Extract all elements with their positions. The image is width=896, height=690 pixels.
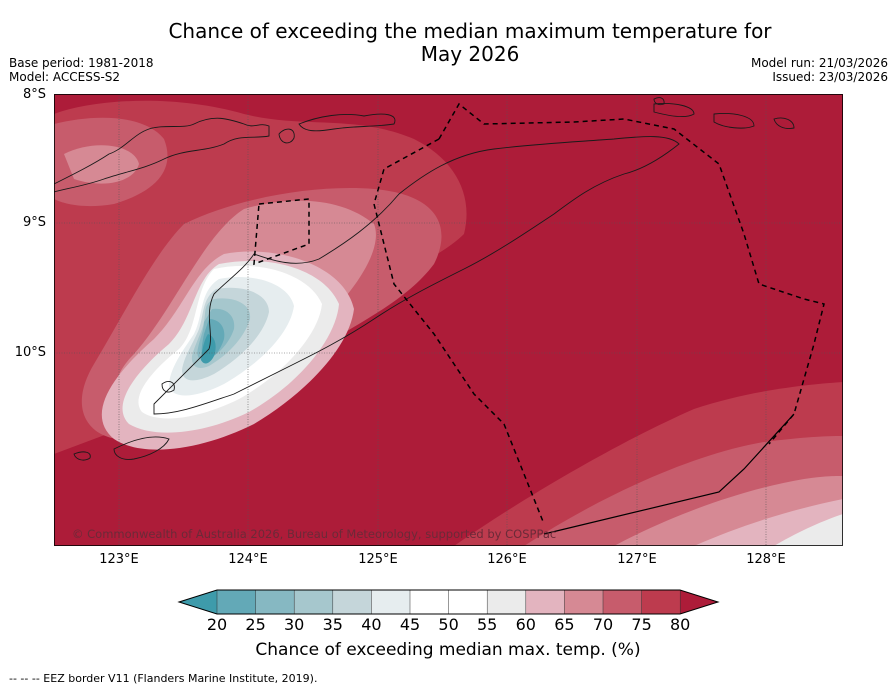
colorbar-tick-label: 75 [631,615,652,634]
colorbar-tick-label: 65 [554,615,575,634]
flores-coast [54,117,270,193]
map-credit: © Commonwealth of Australia 2026, Bureau… [72,527,556,541]
colorbar-tick-label: 20 [206,615,228,634]
map-frame [54,94,843,546]
lon-label-127e: 127°E [617,552,657,567]
lon-label-128e: 128°E [746,552,786,567]
colorbar-segment [448,590,488,614]
map-title-line2: May 2026 [420,42,520,66]
colorbar-segment [487,590,527,614]
model-run-text: Model run: 21/03/2026 [750,56,888,70]
rote-coast [113,436,170,460]
colorbar-segment [179,590,217,614]
lon-label-126e: 126°E [487,552,527,567]
pantar-coast [278,128,295,144]
graticule [54,94,843,546]
eez-borders [253,102,825,525]
alor-coast [298,113,396,132]
contour-20 [201,334,216,364]
kisar-coast [653,97,665,106]
eez-oecusse [253,198,310,266]
colorbar-segments [179,590,718,614]
east-islands-coast [713,113,795,129]
colorbar-tick-label: 35 [322,615,343,634]
lon-label-123e: 123°E [99,552,139,567]
eez-south [373,203,545,525]
eez-north [438,102,825,445]
colorbar-segment [680,590,718,614]
colorbar-segment [294,590,334,614]
colorbar-tick-label: 40 [361,615,382,634]
wetar-coast [653,103,695,118]
colorbar-tick-label: 45 [399,615,421,634]
timor-coast [153,136,680,415]
colorbar-segment [525,590,565,614]
colorbar-segment [641,590,681,614]
lat-label-10s: 10°S [14,345,46,360]
colorbar-tick-label: 30 [284,615,305,634]
eez-legend-footnote: -- -- -- EEZ border V11 (Flanders Marine… [9,672,318,685]
colorbar-segment [371,590,411,614]
colorbar-segment [410,590,449,614]
se-boundary-line [543,413,795,535]
colorbar-segment [564,590,604,614]
base-period-text: Base period: 1981-2018 [9,56,154,70]
model-text: Model: ACCESS-S2 [9,70,121,84]
lat-label-8s: 8°S [22,87,46,102]
colorbar-tick-label: 55 [477,615,498,634]
colorbar-segment [217,590,256,614]
lat-label-9s: 9°S [22,215,46,230]
colorbar-tick-label: 60 [515,615,536,634]
colorbar-tick-label: 50 [438,615,459,634]
probability-map: © Commonwealth of Australia 2026, Bureau… [54,94,843,546]
colorbar-segment [332,590,372,614]
colorbar-tick-label: 80 [670,615,691,634]
map-title-line1: Chance of exceeding the median maximum t… [168,19,772,43]
semau-coast [161,381,175,393]
colorbar-tick-label: 70 [592,615,614,634]
contour-se-55 [774,514,843,546]
colorbar-segment [255,590,295,614]
colorbar-label: Chance of exceeding median max. temp. (%… [255,640,641,660]
coastlines [54,97,795,461]
colorbar-tick-label: 25 [245,615,266,634]
colorbar-outline [177,589,720,615]
sawu-coast [73,451,91,461]
issued-text: Issued: 23/03/2026 [772,70,888,84]
lon-label-124e: 124°E [228,552,268,567]
lon-label-125e: 125°E [358,552,398,567]
colorbar-segment [603,590,642,614]
colorbar [177,589,720,615]
eez-west [373,138,440,205]
